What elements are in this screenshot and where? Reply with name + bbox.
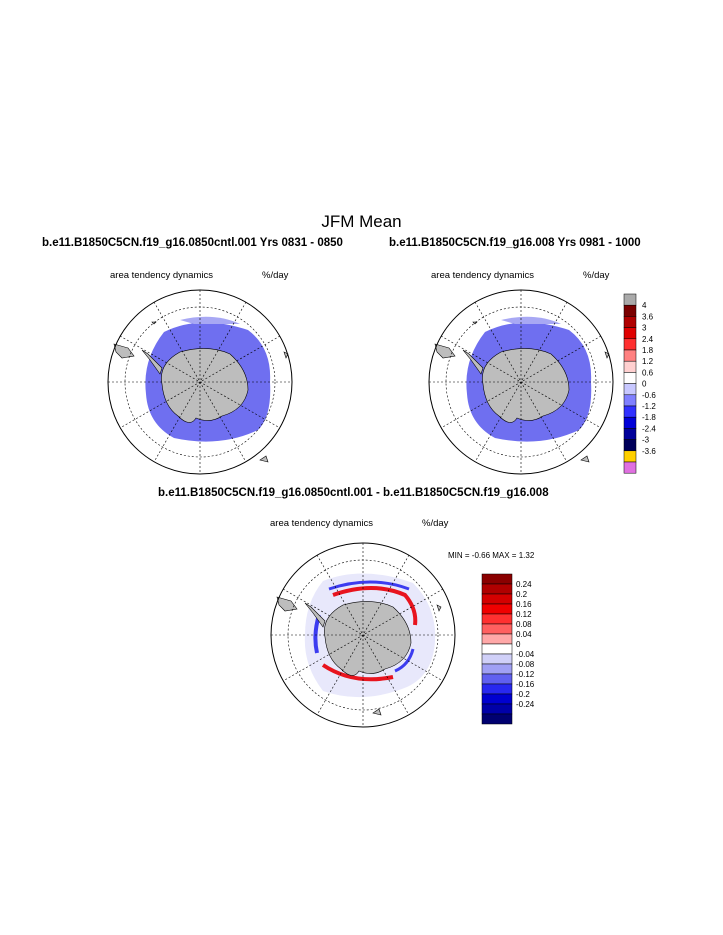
panel-3-title: b.e11.B1850C5CN.f19_g16.0850cntl.001 - b… bbox=[158, 487, 549, 499]
legend-diff-label: 0.12 bbox=[516, 610, 532, 619]
legend-top-label: 1.2 bbox=[642, 357, 654, 366]
legend-diff-label: 0.24 bbox=[516, 580, 532, 589]
legend-diff-label: 0.16 bbox=[516, 600, 532, 609]
legend-top-label: -3 bbox=[642, 436, 650, 445]
figure-title: JFM Mean bbox=[321, 212, 402, 231]
legend-diff-swatch bbox=[481, 653, 513, 665]
legend-top-swatch bbox=[623, 327, 637, 340]
legend-diff-swatch bbox=[481, 603, 513, 615]
legend-diff-label: 0.08 bbox=[516, 620, 532, 629]
legend-diff-label: -0.12 bbox=[516, 670, 535, 679]
legend-diff-label: 0.2 bbox=[516, 590, 528, 599]
legend-top-swatch bbox=[623, 360, 637, 373]
legend-top-swatch bbox=[623, 405, 637, 418]
panel-3-units: %/day bbox=[422, 518, 449, 529]
legend-top-swatch bbox=[623, 316, 637, 328]
panel-2-title: b.e11.B1850C5CN.f19_g16.008 Yrs 0981 - 1… bbox=[389, 237, 641, 249]
legend-top-swatch bbox=[623, 372, 637, 384]
panel-2-variable: area tendency dynamics bbox=[431, 270, 534, 281]
legend-top-swatch bbox=[623, 304, 637, 317]
legend-top-swatch bbox=[623, 293, 637, 306]
legend-top-label: 1.8 bbox=[642, 346, 654, 355]
legend-diff-swatch bbox=[481, 643, 513, 655]
polar-map-experiment bbox=[428, 289, 614, 475]
legend-top-label: -3.6 bbox=[642, 447, 656, 456]
legend-top-swatch bbox=[623, 394, 637, 407]
legend-diff-label: -0.04 bbox=[516, 650, 535, 659]
legend-top-swatch bbox=[623, 338, 637, 351]
legend-diff-swatch bbox=[481, 693, 513, 705]
legend-diff-swatch bbox=[481, 583, 513, 595]
legend-diff-swatch bbox=[481, 593, 513, 605]
legend-top-swatch bbox=[623, 439, 637, 452]
legend-diff-swatch bbox=[481, 683, 513, 695]
panel-3-min-max: MIN = -0.66 MAX = 1.32 bbox=[448, 551, 535, 560]
polar-map-control bbox=[107, 289, 293, 475]
legend-top: 4 3.6 3 2.4 1.8 1.2 0.6 0 -0.6 -1.2 -1.8 -2.4 -3 -3.6 bbox=[623, 293, 656, 474]
legend-top-swatch bbox=[623, 383, 637, 396]
polar-map-difference bbox=[270, 542, 456, 728]
legend-diff-swatch bbox=[481, 663, 513, 675]
legend-diff-swatch bbox=[481, 713, 513, 725]
legend-top-label: 2.4 bbox=[642, 335, 654, 344]
panel-3-variable: area tendency dynamics bbox=[270, 518, 373, 529]
legend-top-swatch bbox=[623, 416, 637, 429]
legend-top-label: 3.6 bbox=[642, 312, 654, 321]
legend-top-label: 3 bbox=[642, 324, 647, 333]
legend-diff-label: 0.04 bbox=[516, 630, 532, 639]
legend-diff-swatch bbox=[481, 633, 513, 645]
legend-top-label: -1.8 bbox=[642, 413, 656, 422]
legend-diff-label: -0.16 bbox=[516, 680, 535, 689]
legend-diff-label: -0.2 bbox=[516, 690, 530, 699]
legend-diff-swatch bbox=[481, 703, 513, 715]
legend-diff-label: -0.08 bbox=[516, 660, 535, 669]
legend-diff-swatch bbox=[481, 613, 513, 625]
legend-top-swatch bbox=[623, 450, 637, 463]
legend-top-label: 4 bbox=[642, 301, 647, 310]
legend-top-label: -0.6 bbox=[642, 391, 656, 400]
legend-top-label: -2.4 bbox=[642, 424, 656, 433]
legend-top-label: 0 bbox=[642, 380, 647, 389]
legend-diff-label: 0 bbox=[516, 640, 521, 649]
panel-1-title: b.e11.B1850C5CN.f19_g16.0850cntl.001 Yrs… bbox=[42, 237, 343, 249]
legend-diff-swatch bbox=[481, 623, 513, 635]
legend-top-swatch bbox=[623, 349, 637, 362]
legend-diff-swatch bbox=[481, 673, 513, 685]
legend-top-label: 0.6 bbox=[642, 368, 654, 377]
legend-top-swatch bbox=[623, 428, 637, 440]
legend-top-label: -1.2 bbox=[642, 402, 656, 411]
panel-1-variable: area tendency dynamics bbox=[110, 270, 213, 281]
panel-2-units: %/day bbox=[583, 270, 610, 281]
legend-top-swatch bbox=[623, 461, 637, 474]
legend-diff-label: -0.24 bbox=[516, 700, 535, 709]
legend-diff-swatch bbox=[481, 573, 513, 585]
legend-difference: 0.240.20.160.120.080.040-0.04-0.08-0.12-… bbox=[481, 573, 535, 725]
panel-1-units: %/day bbox=[262, 270, 289, 281]
